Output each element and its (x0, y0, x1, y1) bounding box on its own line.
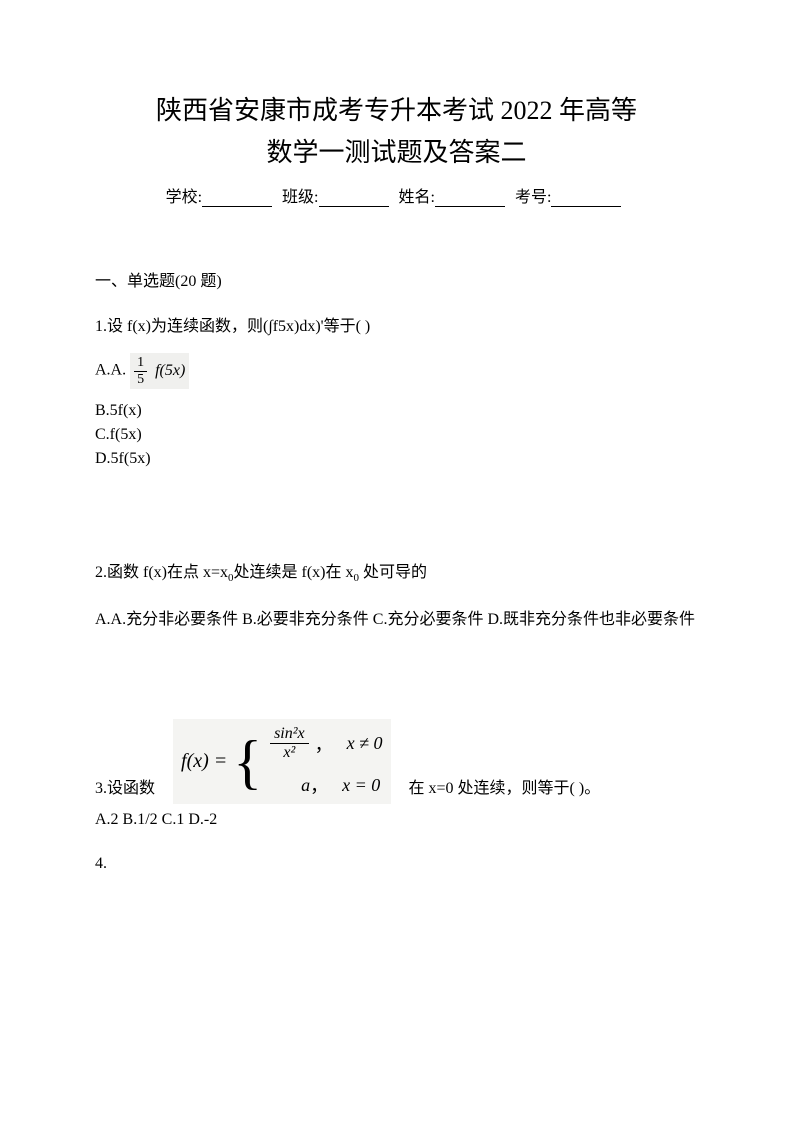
q2-text-2: 处连续是 f(x)在 x (234, 564, 354, 581)
q1-optA-prefix: A.A. (95, 362, 126, 379)
q3-case-2: a ， x = 0 (270, 772, 382, 798)
title-line-2: 数学一测试题及答案二 (95, 132, 698, 174)
q1-option-a: A.A. 1 5 f(5x) (95, 353, 698, 389)
name-blank (435, 191, 505, 207)
class-label: 班级: (282, 189, 318, 206)
q3-inline-row: 3.设函数 f(x) = { sin²x x² ， x ≠ 0 a ， x = … (95, 719, 698, 804)
name-label: 姓名: (399, 189, 435, 206)
q3-options: A.2 B.1/2 C.1 D.-2 (95, 808, 698, 832)
q1-frac-den: 5 (134, 372, 147, 387)
q3-cases: sin²x x² ， x ≠ 0 a ， x = 0 (270, 725, 382, 798)
q1-fraction: 1 5 (130, 353, 151, 389)
q2-text-1: 2.函数 f(x)在点 x=x (95, 564, 228, 581)
school-blank (202, 191, 272, 207)
question-4-text: 4. (95, 852, 698, 876)
school-label: 学校: (166, 189, 202, 206)
q3-case-1: sin²x x² ， x ≠ 0 (270, 725, 382, 762)
q1-frac-num: 1 (134, 355, 147, 371)
q1-option-b: B.5f(x) (95, 399, 698, 423)
question-1-options: A.A. 1 5 f(5x) B.5f(x) C.f(5x) D.5f(5x) (95, 353, 698, 471)
q3-case1-num: sin²x (270, 725, 309, 744)
class-blank (319, 191, 389, 207)
q3-suffix: 在 x=0 处连续，则等于( )。 (409, 774, 601, 804)
q3-case1-den: x² (279, 744, 299, 762)
section-1-header: 一、单选题(20 题) (95, 267, 698, 291)
q3-fx: f(x) = (181, 750, 227, 773)
q3-case2-cond: x = 0 (342, 775, 380, 796)
q3-piecewise-formula: f(x) = { sin²x x² ， x ≠ 0 a ， x = 0 (173, 719, 391, 804)
document-title: 陕西省安康市成考专升本考试 2022 年高等 数学一测试题及答案二 (95, 90, 698, 173)
q2-options: A.A.充分非必要条件 B.必要非充分条件 C.充分必要条件 D.既非充分条件也… (95, 601, 698, 639)
q3-brace: { (233, 732, 262, 792)
title-line-1: 陕西省安康市成考专升本考试 2022 年高等 (95, 90, 698, 132)
id-label: 考号: (515, 189, 551, 206)
q3-case1-frac: sin²x x² (270, 725, 309, 762)
question-3: 3.设函数 f(x) = { sin²x x² ， x ≠ 0 a ， x = … (95, 719, 698, 832)
q2-text-3: 处可导的 (359, 564, 427, 581)
q3-case1-cond: x ≠ 0 (347, 733, 383, 754)
q3-prefix: 3.设函数 (95, 774, 155, 804)
id-blank (551, 191, 621, 207)
question-2: 2.函数 f(x)在点 x=x0处连续是 f(x)在 x0 处可导的 A.A.充… (95, 561, 698, 639)
question-1-text: 1.设 f(x)为连续函数，则(∫f5x)dx)'等于( ) (95, 315, 698, 339)
q1-option-d: D.5f(5x) (95, 447, 698, 471)
q3-case1-comma: ， (315, 731, 333, 757)
q3-case2-val: a (270, 775, 310, 796)
question-2-text: 2.函数 f(x)在点 x=x0处连续是 f(x)在 x0 处可导的 (95, 561, 698, 587)
q1-optA-formula: f(5x) (151, 353, 189, 389)
q3-case2-comma: ， (310, 772, 328, 798)
q1-option-c: C.f(5x) (95, 423, 698, 447)
form-fields: 学校: 班级: 姓名: 考号: (95, 183, 698, 207)
